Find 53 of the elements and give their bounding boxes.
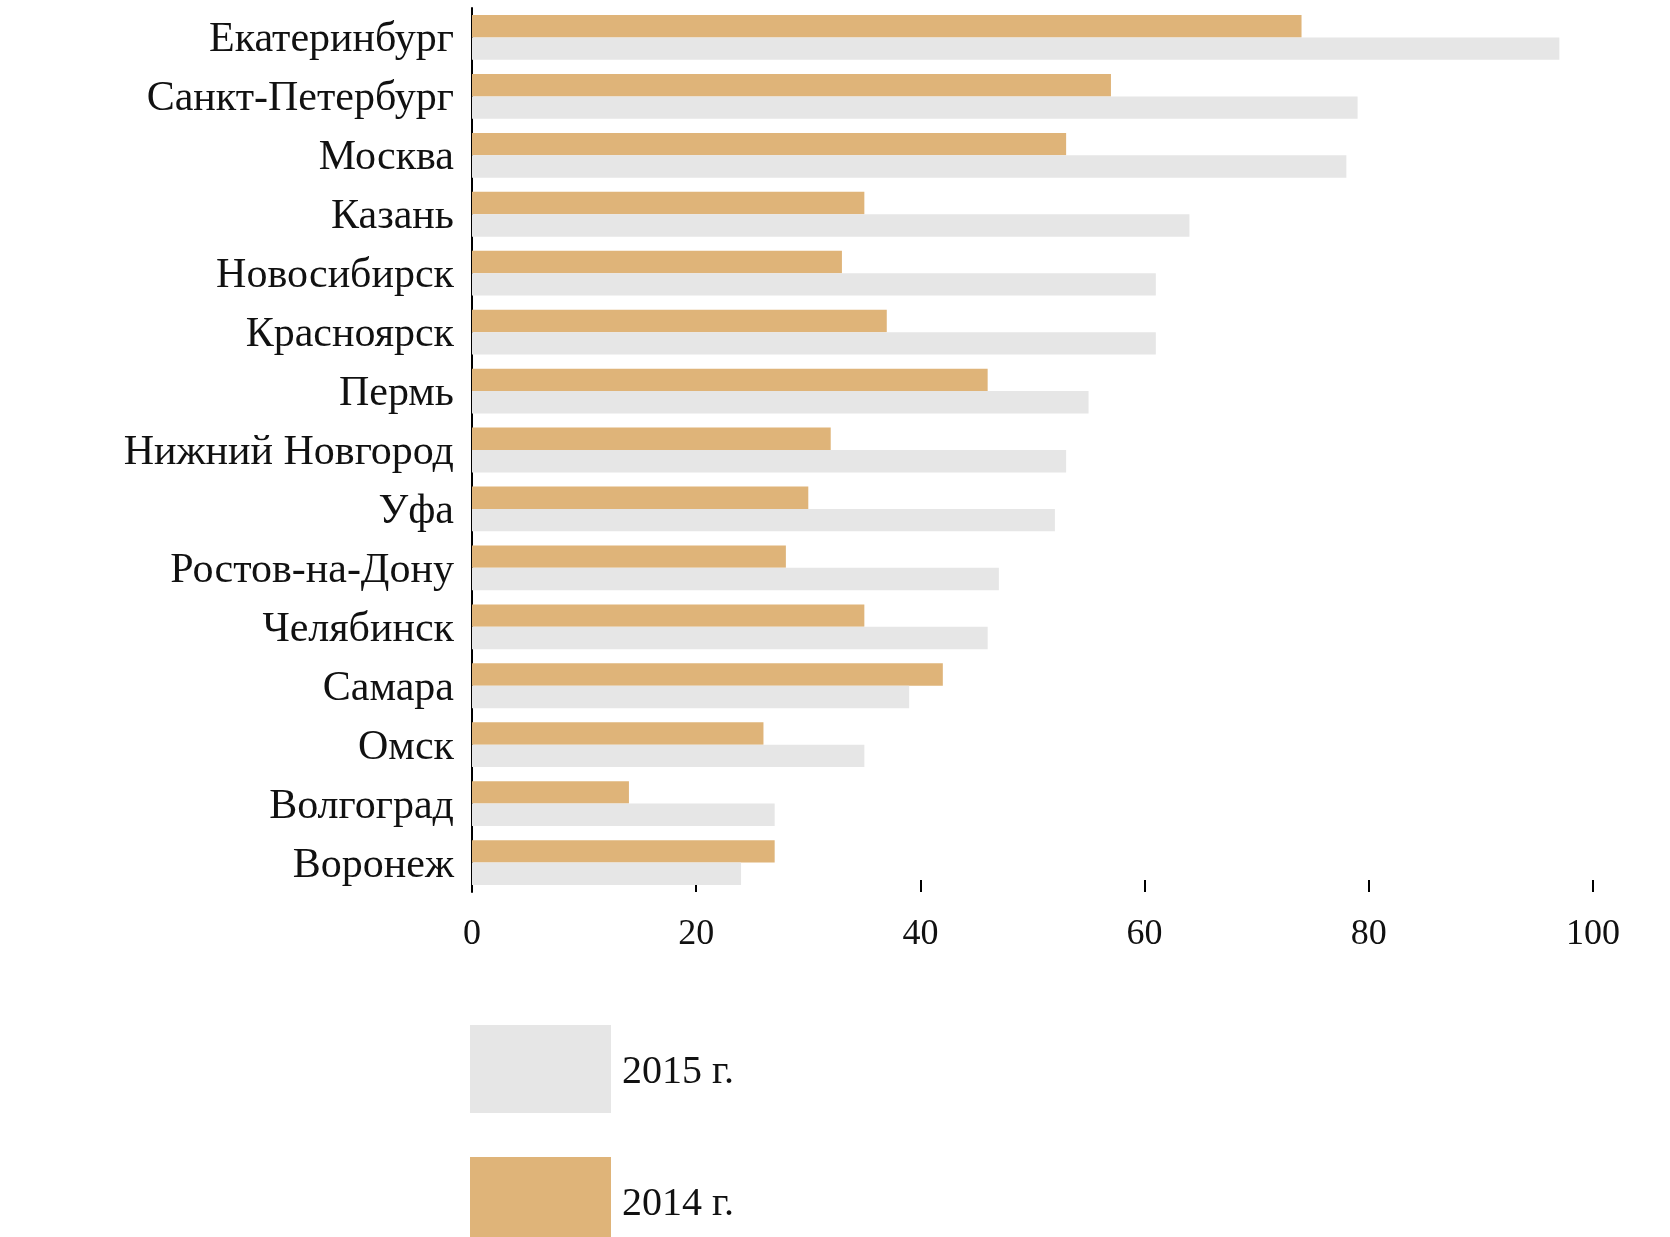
- bar: [472, 96, 1358, 119]
- bar: [472, 450, 1067, 473]
- y-tick-label: Ростов-на-Дону: [170, 544, 454, 591]
- y-tick-label: Челябинск: [262, 603, 455, 650]
- bar: [472, 567, 999, 591]
- x-tick-label: 20: [678, 912, 715, 952]
- bar: [472, 332, 1156, 355]
- bar: [472, 744, 865, 768]
- x-tick-label: 40: [902, 912, 939, 952]
- bar: [472, 132, 1067, 156]
- y-tick-label: Новосибирск: [216, 250, 455, 297]
- bar: [472, 273, 1156, 296]
- bar: [472, 781, 629, 804]
- bar: [472, 545, 786, 568]
- y-tick-label: Казань: [331, 191, 454, 238]
- y-tick-label: Красноярск: [245, 309, 455, 356]
- y-tick-label: Волгоград: [269, 780, 454, 827]
- bar: [472, 214, 1190, 237]
- bar: [472, 15, 1302, 38]
- y-tick-label: Санкт-Петербург: [146, 73, 454, 120]
- x-tick-label: 80: [1350, 912, 1387, 952]
- bar: [472, 391, 1089, 414]
- y-tick-label: Пермь: [338, 368, 454, 415]
- y-tick-label: Екатеринбург: [209, 14, 454, 61]
- bar: [472, 508, 1055, 532]
- y-tick-label: Москва: [318, 132, 455, 179]
- bar: [472, 604, 865, 627]
- bar: [472, 803, 775, 826]
- bar: [472, 368, 988, 392]
- y-tick-label: Уфа: [378, 485, 455, 532]
- bar: [472, 486, 809, 509]
- bar: [472, 685, 910, 709]
- legend-label: 2014 г.: [622, 1178, 734, 1224]
- bar: [472, 427, 831, 450]
- bar: [472, 74, 1111, 97]
- bar: [472, 155, 1347, 178]
- legend-label: 2015 г.: [622, 1046, 734, 1092]
- bar: [472, 840, 775, 863]
- bar: [472, 191, 865, 215]
- y-tick-label: Нижний Новгород: [123, 427, 454, 473]
- bar: [472, 626, 988, 650]
- y-tick-label: Самара: [322, 662, 455, 709]
- bar: [472, 722, 764, 745]
- bar: [472, 309, 887, 333]
- bar: [472, 862, 742, 885]
- x-tick-label: 0: [463, 912, 481, 952]
- x-tick-label: 100: [1566, 912, 1620, 952]
- bar: [472, 663, 943, 686]
- bar: [472, 250, 842, 274]
- bar: [472, 37, 1560, 60]
- y-tick-label: Воронеж: [292, 839, 455, 886]
- y-tick-label: Омск: [358, 721, 455, 768]
- x-tick-label: 60: [1126, 912, 1163, 952]
